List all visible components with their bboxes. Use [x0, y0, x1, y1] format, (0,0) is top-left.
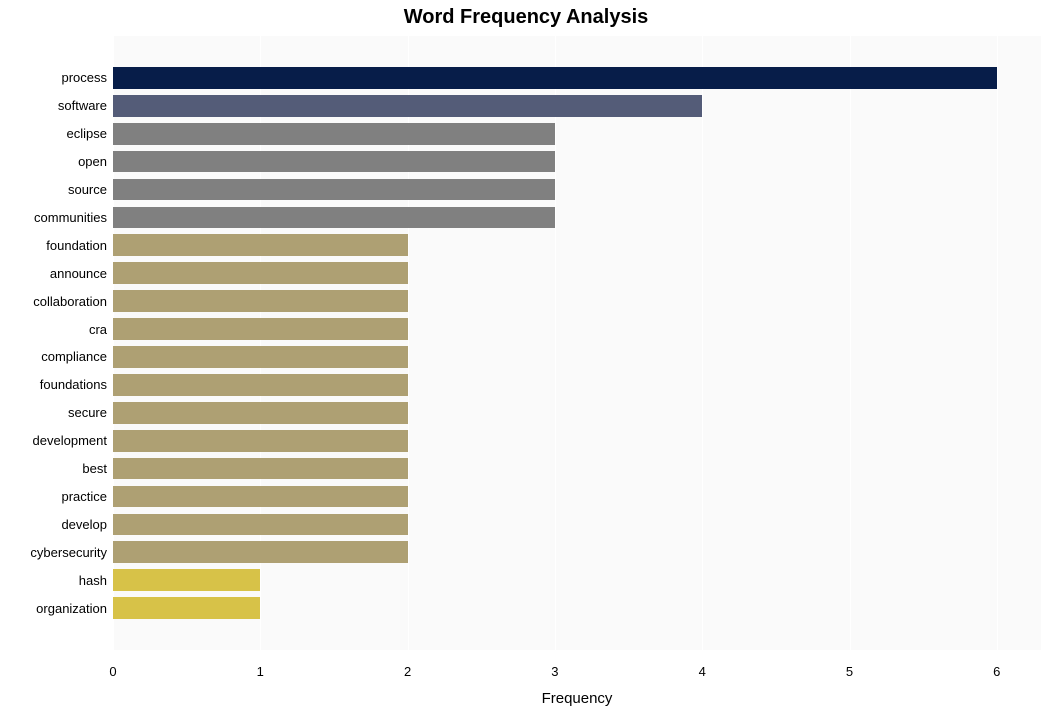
bar — [113, 123, 555, 145]
bar — [113, 179, 555, 201]
bar — [113, 541, 408, 563]
bar — [113, 262, 408, 284]
y-tick-label: development — [33, 433, 107, 448]
y-tick-label: foundation — [46, 238, 107, 253]
y-tick-label: practice — [61, 489, 107, 504]
y-tick-label: communities — [34, 210, 107, 225]
bar — [113, 430, 408, 452]
x-tick-label: 6 — [993, 664, 1000, 679]
bar — [113, 346, 408, 368]
bar — [113, 234, 408, 256]
bar — [113, 486, 408, 508]
y-tick-label: open — [78, 154, 107, 169]
y-tick-label: eclipse — [67, 126, 107, 141]
y-tick-label: secure — [68, 405, 107, 420]
y-tick-label: announce — [50, 266, 107, 281]
plot-area — [113, 36, 1041, 650]
bar — [113, 569, 260, 591]
y-tick-label: organization — [36, 601, 107, 616]
bar — [113, 514, 408, 536]
bar — [113, 290, 408, 312]
bar — [113, 95, 702, 117]
chart-title: Word Frequency Analysis — [0, 6, 1052, 29]
bar — [113, 67, 997, 89]
x-tick-label: 0 — [109, 664, 116, 679]
bar — [113, 374, 408, 396]
bar — [113, 402, 408, 424]
bar — [113, 207, 555, 229]
x-tick-label: 1 — [257, 664, 264, 679]
y-tick-label: source — [68, 182, 107, 197]
y-tick-label: software — [58, 98, 107, 113]
grid-line — [555, 36, 556, 650]
x-axis-label: Frequency — [113, 690, 1041, 707]
y-tick-label: compliance — [41, 349, 107, 364]
grid-line — [702, 36, 703, 650]
y-tick-label: cra — [89, 322, 107, 337]
x-tick-label: 3 — [551, 664, 558, 679]
grid-line — [997, 36, 998, 650]
y-tick-label: collaboration — [33, 294, 107, 309]
y-tick-label: hash — [79, 573, 107, 588]
bar — [113, 318, 408, 340]
bar — [113, 597, 260, 619]
x-tick-label: 2 — [404, 664, 411, 679]
bar — [113, 151, 555, 173]
word-frequency-chart: Word Frequency Analysis Frequency proces… — [0, 0, 1052, 701]
bar — [113, 458, 408, 480]
grid-line — [850, 36, 851, 650]
y-tick-label: process — [61, 70, 107, 85]
y-tick-label: foundations — [40, 377, 107, 392]
x-tick-label: 5 — [846, 664, 853, 679]
y-tick-label: best — [82, 461, 107, 476]
y-tick-label: develop — [61, 517, 107, 532]
y-tick-label: cybersecurity — [30, 545, 107, 560]
x-tick-label: 4 — [699, 664, 706, 679]
